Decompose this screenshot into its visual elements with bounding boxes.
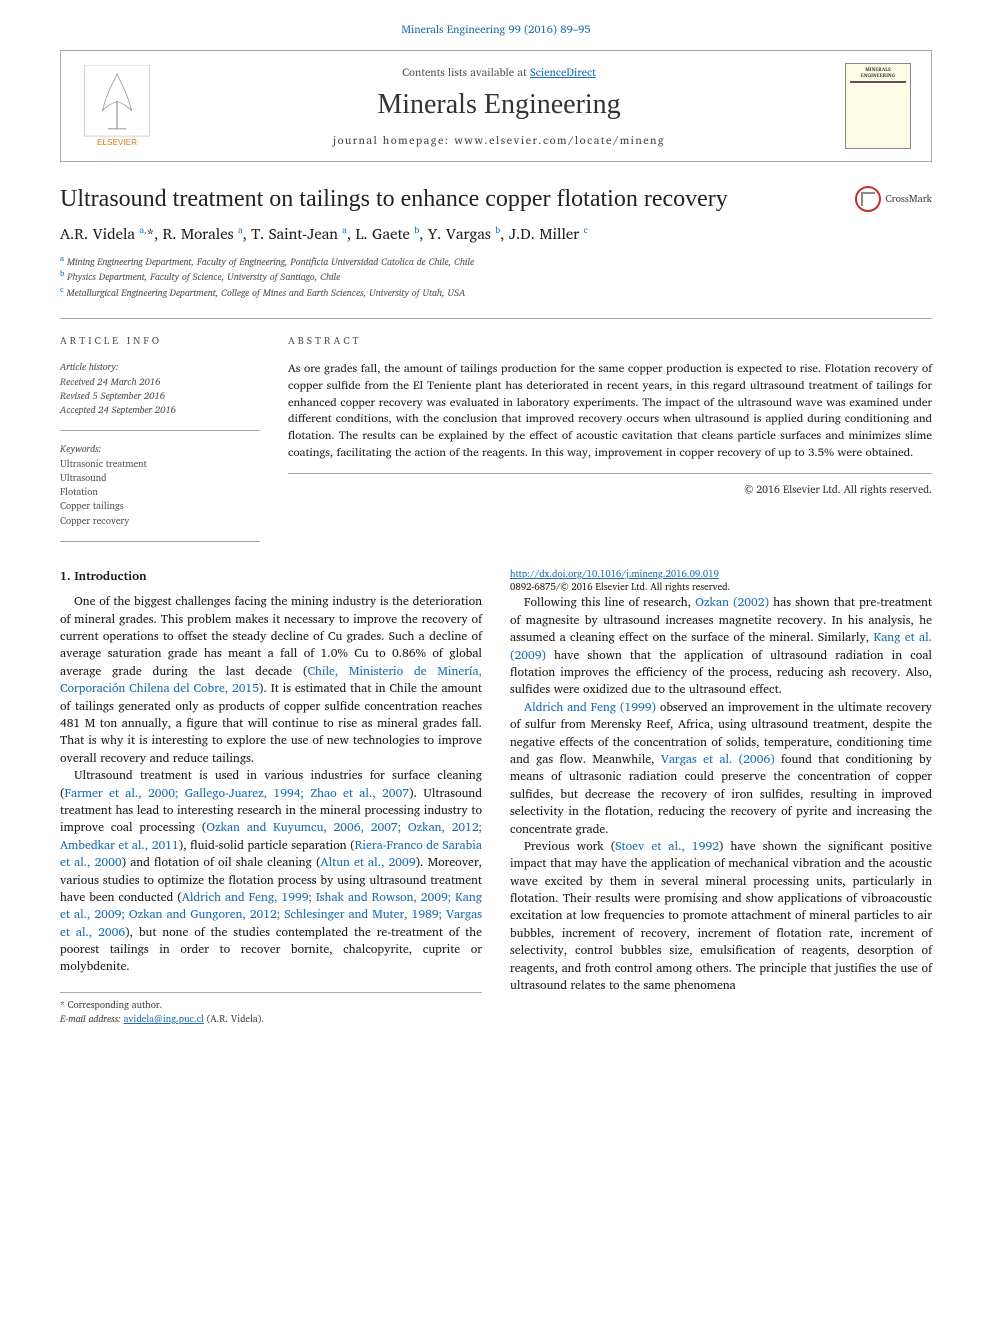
authors-line: A.R. Videla a,*, R. Morales a, T. Saint-… <box>60 221 932 246</box>
citation-link[interactable]: Vargas et al. (2006) <box>661 750 775 769</box>
body-paragraph: Ultrasound treatment is used in various … <box>60 767 482 976</box>
abstract-column: ABSTRACT As ore grades fall, the amount … <box>288 333 932 542</box>
email-link[interactable]: avidela@ing.puc.cl <box>124 1012 204 1027</box>
article-history-block: Article history: Received 24 March 2016R… <box>60 361 260 431</box>
citation-link[interactable]: Stoev et al., 1992 <box>615 837 719 856</box>
body-paragraph: Aldrich and Feng (1999) observed an impr… <box>510 699 932 838</box>
contents-list-line: Contents lists available at ScienceDirec… <box>153 63 845 81</box>
section-1-heading: 1. Introduction <box>60 568 482 585</box>
citation-link[interactable]: Aldrich and Feng (1999) <box>524 698 656 717</box>
doi-footer: http://dx.doi.org/10.1016/j.mineng.2016.… <box>510 568 932 595</box>
article-info-heading: ARTICLE INFO <box>60 333 260 349</box>
sciencedirect-link[interactable]: ScienceDirect <box>530 63 596 81</box>
corresponding-author-footer: * Corresponding author. E-mail address: … <box>60 992 482 1028</box>
article-title: Ultrasound treatment on tailings to enha… <box>60 186 855 213</box>
crossmark-label: CrossMark <box>885 191 932 207</box>
keywords-block: Keywords: Ultrasonic treatmentUltrasound… <box>60 443 260 542</box>
elsevier-logo: ELSEVIER <box>81 65 153 147</box>
citation-header: Minerals Engineering 99 (2016) 89–95 <box>60 20 932 38</box>
journal-header-box: ELSEVIER Contents lists available at Sci… <box>60 50 932 162</box>
svg-text:ELSEVIER: ELSEVIER <box>97 138 137 147</box>
body-paragraph: Following this line of research, Ozkan (… <box>510 594 932 698</box>
article-info-column: ARTICLE INFO Article history: Received 2… <box>60 333 260 542</box>
journal-cover-thumbnail: MINERALS ENGINEERING <box>845 63 911 149</box>
abstract-heading: ABSTRACT <box>288 333 932 349</box>
abstract-text: As ore grades fall, the amount of tailin… <box>288 361 932 474</box>
abstract-copyright: © 2016 Elsevier Ltd. All rights reserved… <box>288 480 932 498</box>
journal-homepage-line: journal homepage: www.elsevier.com/locat… <box>153 131 845 149</box>
journal-name: Minerals Engineering <box>153 89 845 121</box>
body-paragraph: One of the biggest challenges facing the… <box>60 593 482 767</box>
article-body: 1. Introduction One of the biggest chall… <box>60 568 932 1027</box>
citation-link[interactable]: Ozkan (2002) <box>695 593 769 612</box>
affiliations-block: a Mining Engineering Department, Faculty… <box>60 254 932 300</box>
citation-link[interactable]: Altun et al., 2009 <box>320 853 415 872</box>
crossmark-badge[interactable]: CrossMark <box>855 186 932 212</box>
crossmark-icon <box>855 186 881 212</box>
body-paragraph: Previous work (Stoev et al., 1992) have … <box>510 838 932 995</box>
citation-link[interactable]: Farmer et al., 2000; Gallego-Juarez, 199… <box>65 784 410 803</box>
